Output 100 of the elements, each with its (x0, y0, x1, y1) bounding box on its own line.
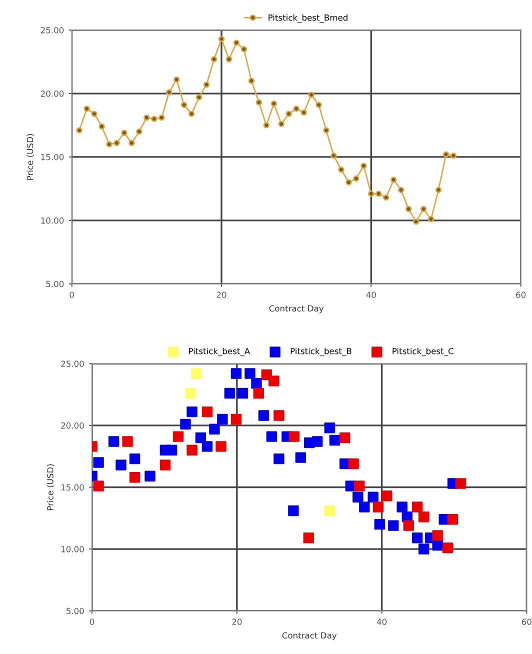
point (300, 109, 307, 116)
point (353, 175, 360, 182)
point (144, 470, 156, 482)
legend-label: Pitstick_best_A (189, 348, 250, 356)
point (129, 453, 140, 464)
y-axis-title: Price (USD) (26, 134, 34, 180)
point (166, 444, 178, 456)
point (172, 431, 184, 442)
legend-label: Pitstick_best_C (392, 348, 454, 356)
point (190, 368, 202, 379)
point (293, 106, 300, 112)
point (195, 432, 206, 444)
point (91, 110, 98, 117)
x-tick-label: 0 (70, 292, 74, 298)
point (450, 152, 457, 159)
y-axis-title: Price (USD) (46, 464, 54, 510)
point (418, 512, 430, 522)
y-tick-label: 5.00 (66, 608, 84, 614)
legend-label: Pitstick_best_Bmed (268, 14, 348, 23)
point (226, 56, 232, 62)
point (98, 123, 105, 130)
point (330, 152, 337, 159)
point (354, 480, 365, 492)
point (256, 99, 262, 106)
point (116, 460, 126, 470)
point (435, 186, 442, 194)
y-tick-label: 15.00 (41, 154, 64, 160)
point (352, 492, 364, 502)
point (360, 162, 367, 169)
point (412, 532, 423, 544)
y-tick-label: 20.00 (61, 422, 84, 429)
point (288, 505, 299, 516)
point (210, 56, 218, 62)
point (202, 406, 213, 418)
point (217, 414, 228, 425)
point (374, 518, 385, 530)
legend-label: Pitstick_best_B (290, 348, 352, 356)
point (340, 432, 350, 444)
point (447, 514, 458, 525)
point (108, 436, 120, 447)
point (144, 114, 150, 121)
point (203, 82, 210, 88)
point (428, 216, 434, 222)
point (114, 140, 120, 146)
point (266, 431, 278, 442)
point (180, 418, 191, 430)
y-tick-label: 15.00 (61, 484, 84, 491)
point (84, 106, 90, 112)
point (368, 492, 378, 502)
point (288, 431, 300, 442)
point (274, 410, 284, 421)
point (240, 46, 248, 52)
point (418, 544, 430, 554)
point (233, 40, 240, 46)
point (455, 478, 466, 489)
x-tick-label: 40 (366, 292, 376, 298)
point (398, 186, 404, 194)
point (258, 410, 270, 421)
point (185, 388, 196, 399)
point (166, 89, 172, 96)
point (188, 110, 195, 117)
point (420, 206, 427, 212)
point (295, 452, 306, 463)
point (248, 78, 255, 84)
x-tick-label: 40 (376, 618, 387, 625)
point (388, 520, 399, 531)
point (270, 100, 277, 107)
point (244, 368, 256, 379)
point (128, 140, 135, 146)
point (196, 94, 202, 100)
x-tick-label: 0 (90, 618, 94, 625)
point (263, 122, 270, 128)
point (237, 388, 248, 399)
point (121, 130, 128, 136)
point (405, 206, 412, 212)
point (151, 116, 158, 122)
point (186, 406, 198, 418)
point (412, 218, 420, 225)
point (412, 502, 423, 512)
point (274, 453, 284, 464)
point (368, 190, 374, 197)
point (316, 102, 322, 108)
y-tick-label: 5.00 (46, 280, 64, 288)
point (403, 520, 414, 531)
x-axis-title: Contract Day (282, 632, 337, 640)
point (324, 505, 335, 516)
point (442, 542, 454, 554)
x-tick-label: 60 (516, 292, 526, 298)
point (338, 166, 344, 173)
point (230, 414, 242, 425)
point (202, 441, 213, 452)
point (253, 388, 264, 399)
point (218, 36, 225, 42)
point (303, 532, 314, 544)
y-tick-label: 20.00 (40, 90, 64, 97)
point (396, 502, 408, 512)
point (432, 540, 443, 551)
x-axis-title: Contract Day (269, 305, 324, 314)
point (442, 151, 450, 158)
point (76, 127, 82, 134)
